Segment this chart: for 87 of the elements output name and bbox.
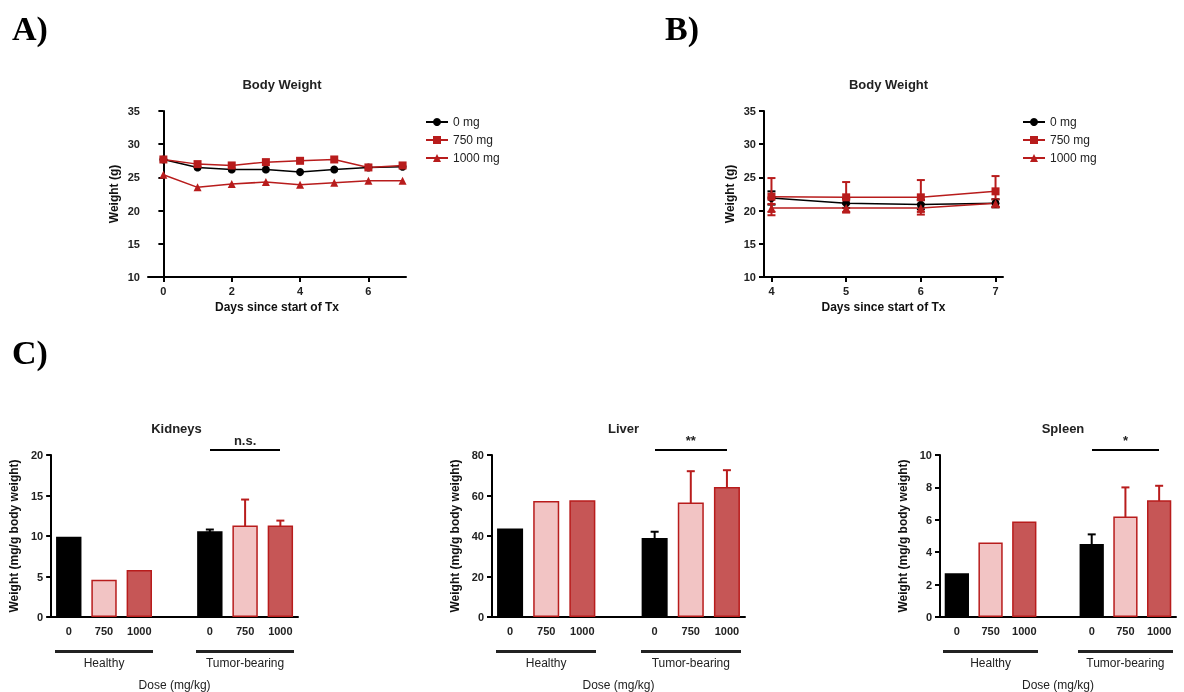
text: Tumor-bearing <box>205 656 285 670</box>
y-axis-title: Weight (mg/g body weight) <box>895 459 910 613</box>
y-tick-label: 0 <box>925 611 932 623</box>
y-tick-label: 15 <box>30 489 44 502</box>
text: Healthy <box>525 656 567 670</box>
y-tick-label: 20 <box>743 204 756 217</box>
y-axis-title: Weight (g) <box>723 164 737 224</box>
y-tick-label: 20 <box>471 570 484 583</box>
chart-title: Body Weight <box>242 77 323 92</box>
y-tick-label: 30 <box>743 138 756 151</box>
legend-label: 750 mg <box>1050 133 1091 147</box>
y-tick-label: 5 <box>37 570 44 583</box>
x-axis-title: Dose (mg/kg) <box>582 678 655 692</box>
x-tick-label: 1000 <box>127 624 152 637</box>
y-tick-label: 10 <box>127 271 140 283</box>
legend-label: 1000 mg <box>1050 151 1097 165</box>
x-tick-label: 1000 <box>1146 624 1172 637</box>
legend-label: 1000 mg <box>453 151 500 165</box>
x-tick-label: 4 <box>297 284 304 297</box>
x-tick-label: 6 <box>365 284 372 297</box>
x-tick-label: 0 <box>507 624 514 637</box>
x-axis-title: Dose (mg/kg) <box>1021 678 1095 692</box>
y-tick-label: 30 <box>127 138 140 151</box>
y-tick-label: 60 <box>471 489 484 502</box>
x-axis-title: Dose (mg/kg) <box>138 678 211 692</box>
y-tick-label: 10 <box>919 449 932 461</box>
text: C) <box>12 334 48 372</box>
y-tick-label: 6 <box>925 513 932 526</box>
y-tick-label: 20 <box>127 204 140 217</box>
y-tick-label: 20 <box>30 449 44 461</box>
text: Healthy <box>970 656 1011 670</box>
y-tick-label: 0 <box>477 611 484 623</box>
y-tick-label: 8 <box>925 481 932 494</box>
x-tick-label: 1000 <box>268 624 293 637</box>
significance-bracket: n.s. <box>209 433 281 451</box>
chart-title: Spleen <box>1041 421 1085 436</box>
y-tick-label: 80 <box>471 449 484 461</box>
x-tick-label: 0 <box>953 624 960 637</box>
significance-bracket: ** <box>654 433 727 451</box>
y-tick-label: 10 <box>30 530 44 542</box>
y-tick-label: 15 <box>127 237 140 250</box>
x-tick-label: 750 <box>1116 624 1135 637</box>
x-tick-label: 0 <box>651 624 658 637</box>
x-tick-label: 0 <box>1088 624 1095 637</box>
y-tick-label: 4 <box>925 546 933 559</box>
text: Healthy <box>83 656 125 670</box>
y-tick-label: 35 <box>743 105 756 117</box>
y-tick-label: 25 <box>127 171 140 184</box>
y-tick-label: 25 <box>743 171 756 184</box>
y-axis-title: Weight (g) <box>107 164 121 224</box>
y-tick-label: 0 <box>37 611 44 623</box>
x-tick-label: 6 <box>917 284 924 297</box>
chart-title: Kidneys <box>151 421 202 436</box>
chart-title: Body Weight <box>848 77 929 92</box>
x-tick-label: 0 <box>206 624 213 637</box>
x-tick-label: 0 <box>160 284 167 297</box>
legend-label: 0 mg <box>1050 115 1077 129</box>
x-tick-label: 1000 <box>570 624 595 637</box>
x-tick-label: 5 <box>843 284 850 297</box>
y-tick-label: 15 <box>743 237 756 250</box>
x-tick-label: 1000 <box>714 624 740 637</box>
x-tick-label: 750 <box>981 624 1000 637</box>
x-tick-label: 7 <box>992 284 999 297</box>
x-tick-label: 1000 <box>1012 624 1037 637</box>
legend-label: 750 mg <box>453 133 494 147</box>
x-axis-title: Days since start of Tx <box>821 299 946 314</box>
chart-title: Liver <box>607 421 640 436</box>
x-axis-title: Days since start of Tx <box>214 299 340 314</box>
y-axis-title: Weight (mg/g body weight) <box>7 459 21 613</box>
text: A) <box>12 10 48 48</box>
x-tick-label: 2 <box>228 284 235 297</box>
y-tick-label: 40 <box>471 530 484 542</box>
y-tick-label: 2 <box>925 578 932 591</box>
x-tick-label: 4 <box>768 284 776 297</box>
x-tick-label: 750 <box>235 624 255 637</box>
y-tick-label: 35 <box>127 105 140 117</box>
text: Tumor-bearing <box>651 656 730 670</box>
significance-bracket: * <box>1091 433 1160 451</box>
x-tick-label: 750 <box>537 624 556 637</box>
x-tick-label: 0 <box>65 624 72 637</box>
text: B) <box>665 10 699 48</box>
y-axis-title: Weight (mg/g body weight) <box>447 459 462 613</box>
x-tick-label: 750 <box>94 624 114 637</box>
x-tick-label: 750 <box>681 624 700 637</box>
y-tick-label: 10 <box>743 271 756 283</box>
text: Tumor-bearing <box>1086 656 1165 670</box>
legend-label: 0 mg <box>453 115 480 129</box>
